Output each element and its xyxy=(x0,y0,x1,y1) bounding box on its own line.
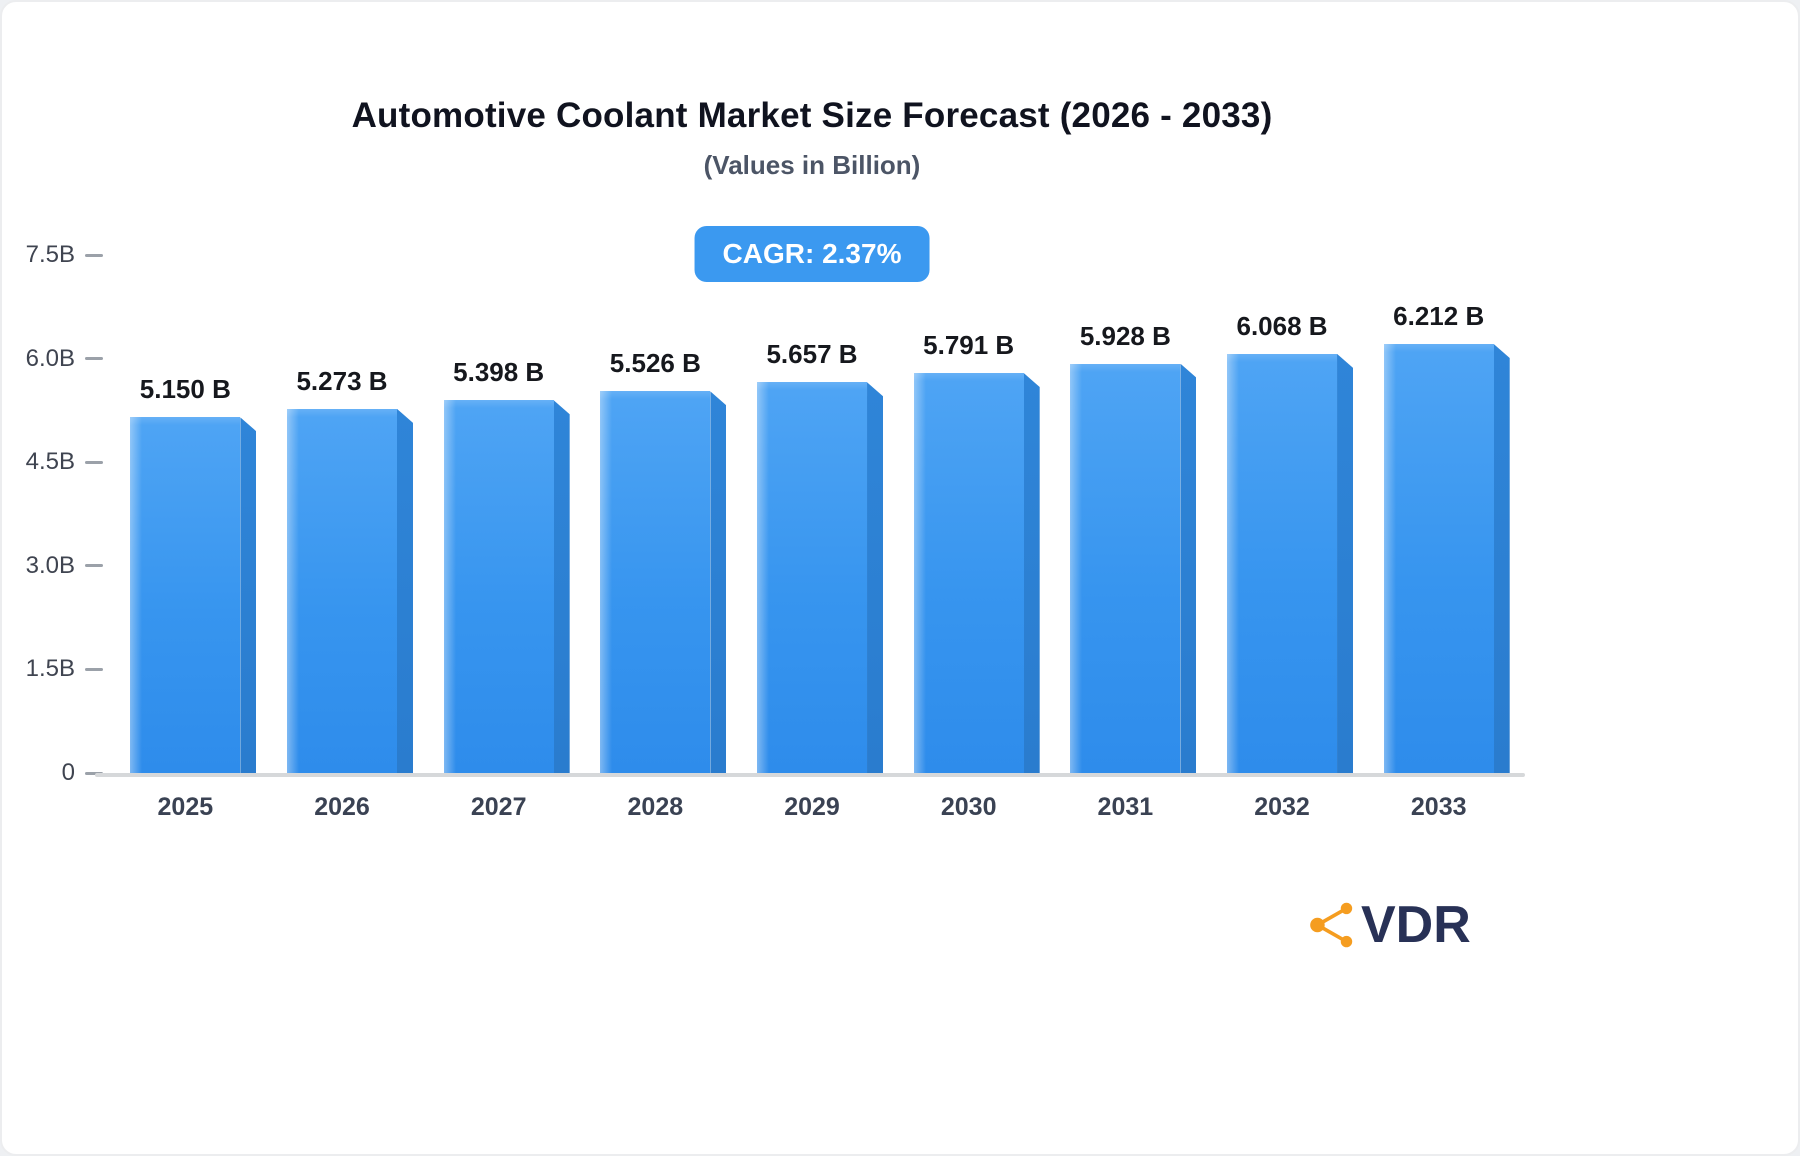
x-tick-label-2029: 2029 xyxy=(784,793,840,821)
bar-value-label: 5.791 B xyxy=(923,330,1015,361)
bar-column-2030: 5.791 B xyxy=(890,255,1047,773)
bar-column-2033: 6.212 B xyxy=(1360,255,1517,773)
y-tick-mark xyxy=(85,357,103,361)
bar-value-label: 5.398 B xyxy=(453,357,545,388)
bar-front-face xyxy=(1383,343,1494,773)
bar-chart: 7.5B 6.0B 4.5B 3.0B 1.5B 0 5.150 B 5.273 B 5.39… xyxy=(2,241,1798,875)
y-axis-tick: 6.0B xyxy=(26,345,103,373)
plot-area: 5.150 B 5.273 B 5.398 B 5.526 B 5.657 B 5.791… xyxy=(95,255,1525,821)
bar-2028: 5.526 B xyxy=(600,348,727,773)
x-tick-label-2026: 2026 xyxy=(314,793,370,821)
y-axis-tick: 3.0B xyxy=(26,552,103,580)
x-tick-label-2025: 2025 xyxy=(157,793,214,821)
x-tick-label-2030: 2030 xyxy=(940,793,997,821)
x-axis-labels: 2025 2026 2027 2028 2029 2030 2031 2032 2033 xyxy=(107,793,1517,822)
y-tick-label: 3.0B xyxy=(25,551,75,579)
bar-front-face xyxy=(913,373,1024,773)
chart-subtitle: (Values in Billion) xyxy=(703,150,921,180)
bar-column-2026: 5.273 B xyxy=(264,255,421,773)
y-tick-label: 4.5B xyxy=(25,448,75,476)
y-tick-label: 6.0B xyxy=(25,344,75,372)
y-tick-mark xyxy=(85,253,103,257)
bar-value-label: 5.657 B xyxy=(766,339,858,370)
y-tick-label: 1.5B xyxy=(25,655,75,683)
bar-2026: 5.273 B xyxy=(287,366,413,773)
x-tick-label-2032: 2032 xyxy=(1254,793,1310,821)
bar-2025: 5.150 B xyxy=(130,374,257,773)
y-tick-mark xyxy=(85,771,103,775)
bar-front-face xyxy=(757,382,868,773)
chart-title: Automotive Coolant Market Size Forecast … xyxy=(351,96,1273,135)
bar-front-face xyxy=(443,400,554,773)
bars-container: 5.150 B 5.273 B 5.398 B 5.526 B 5.657 B 5.791… xyxy=(107,255,1517,773)
bar-2032: 6.068 B xyxy=(1227,311,1354,773)
bar-side-face xyxy=(240,417,257,773)
bar-value-label: 5.150 B xyxy=(139,374,231,405)
bar-front-face xyxy=(130,417,241,773)
bar-value-label: 6.212 B xyxy=(1393,300,1485,331)
y-tick-mark xyxy=(85,667,103,671)
y-tick-mark xyxy=(85,564,103,568)
x-tick-label-2033: 2033 xyxy=(1410,793,1467,821)
bar-2031: 5.928 B xyxy=(1070,321,1197,773)
bar-front-face xyxy=(287,408,397,773)
bar-value-label: 5.526 B xyxy=(609,348,701,379)
bar-2029: 5.657 B xyxy=(757,339,884,773)
bar-side-face xyxy=(1180,363,1197,773)
y-tick-mark xyxy=(85,460,103,464)
bar-value-label: 5.273 B xyxy=(296,365,388,396)
bar-column-2025: 5.150 B xyxy=(107,255,264,773)
y-axis-tick: 4.5B xyxy=(26,448,103,476)
x-tick-label-2027: 2027 xyxy=(470,793,527,821)
y-tick-label: 0 xyxy=(61,759,75,786)
bar-side-face xyxy=(1493,343,1510,773)
bar-2033: 6.212 B xyxy=(1383,301,1510,773)
bar-column-2031: 5.928 B xyxy=(1047,255,1204,773)
bar-side-face xyxy=(710,391,727,773)
bar-front-face xyxy=(600,391,711,773)
vdr-logo-text: VDR xyxy=(1361,896,1471,954)
bar-value-label: 6.068 B xyxy=(1236,310,1328,341)
cagr-badge: CAGR: 2.37% xyxy=(694,226,930,282)
bar-side-face xyxy=(1337,353,1354,773)
vdr-logo-icon xyxy=(1310,902,1353,948)
y-tick-label: 7.5B xyxy=(25,241,75,268)
bar-column-2028: 5.526 B xyxy=(577,255,734,773)
bar-2030: 5.791 B xyxy=(913,330,1040,773)
bar-column-2027: 5.398 B xyxy=(420,255,577,773)
bar-column-2029: 5.657 B xyxy=(734,255,891,773)
bar-front-face xyxy=(1227,353,1338,773)
bar-2027: 5.398 B xyxy=(443,357,570,773)
bar-side-face xyxy=(867,382,884,773)
bar-value-label: 5.928 B xyxy=(1079,320,1171,351)
x-tick-label-2028: 2028 xyxy=(627,793,684,821)
bar-column-2032: 6.068 B xyxy=(1204,255,1361,773)
bar-side-face xyxy=(1023,373,1040,773)
vdr-logo: VDR xyxy=(1305,897,1471,953)
bar-front-face xyxy=(1070,363,1181,773)
y-axis: 7.5B 6.0B 4.5B 3.0B 1.5B 0 xyxy=(2,241,107,786)
y-axis-tick: 1.5B xyxy=(26,655,103,683)
bar-side-face xyxy=(553,400,570,773)
bar-side-face xyxy=(397,408,413,773)
y-axis-tick: 0 xyxy=(62,759,103,787)
x-tick-label-2031: 2031 xyxy=(1097,793,1154,821)
y-axis-tick: 7.5B xyxy=(26,241,103,269)
